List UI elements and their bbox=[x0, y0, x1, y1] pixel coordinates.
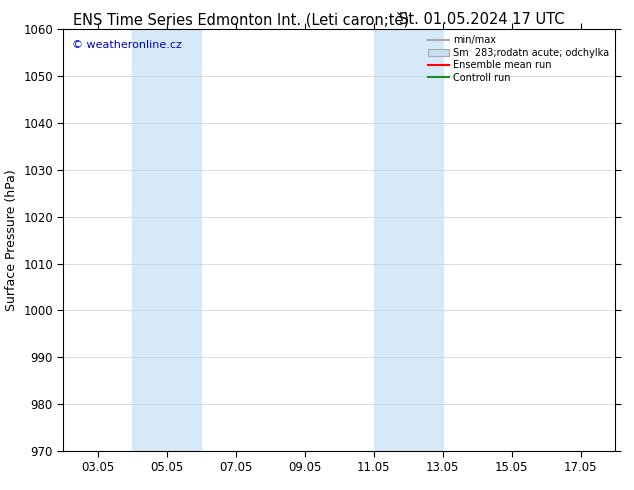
Text: ENS Time Series Edmonton Int. (Leti caron;tě): ENS Time Series Edmonton Int. (Leti caro… bbox=[73, 12, 409, 28]
Text: © weatheronline.cz: © weatheronline.cz bbox=[72, 40, 181, 50]
Y-axis label: Surface Pressure (hPa): Surface Pressure (hPa) bbox=[4, 169, 18, 311]
Legend: min/max, Sm  283;rodatn acute; odchylka, Ensemble mean run, Controll run: min/max, Sm 283;rodatn acute; odchylka, … bbox=[424, 31, 613, 86]
Bar bbox=[373, 29, 443, 451]
Bar bbox=[133, 29, 202, 451]
Text: St. 01.05.2024 17 UTC: St. 01.05.2024 17 UTC bbox=[399, 12, 565, 27]
